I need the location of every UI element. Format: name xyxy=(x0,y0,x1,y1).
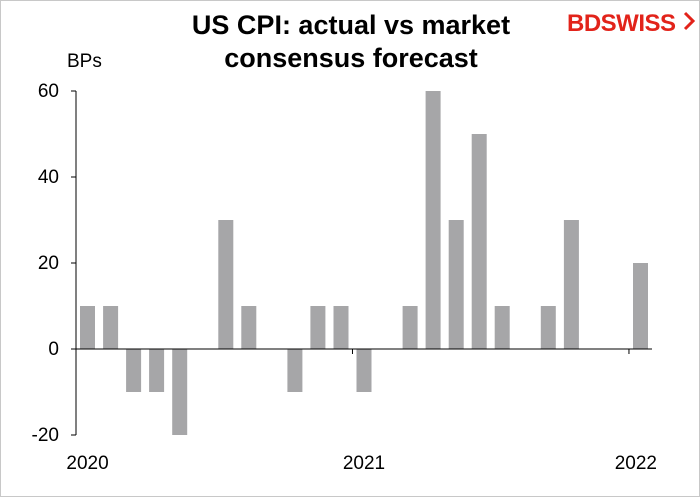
bar xyxy=(633,263,648,349)
brand-logo-text: BDSWISS xyxy=(567,10,676,37)
x-tick-label: 2022 xyxy=(615,453,657,474)
bar xyxy=(448,220,464,349)
y-tick-label: 0 xyxy=(48,339,59,360)
chevron-right-icon xyxy=(683,11,696,31)
x-tick-label: 2020 xyxy=(66,453,108,474)
bar xyxy=(103,306,119,349)
bar xyxy=(287,349,303,392)
y-tick-label: 60 xyxy=(38,81,59,102)
y-tick-label: 20 xyxy=(38,253,59,274)
brand-logo: BDSWISS xyxy=(567,10,696,37)
bar xyxy=(356,349,372,392)
bar xyxy=(540,306,556,349)
x-tick-label: 2021 xyxy=(343,453,385,474)
chart-title: US CPI: actual vs market consensus forec… xyxy=(191,10,511,73)
bar xyxy=(425,91,441,349)
bar xyxy=(471,134,487,349)
bar xyxy=(172,349,188,435)
y-tick-label: -20 xyxy=(32,425,59,446)
bar xyxy=(218,220,234,349)
bar xyxy=(80,306,95,349)
bar xyxy=(310,306,326,349)
bar xyxy=(494,306,510,349)
bar xyxy=(241,306,257,349)
bar xyxy=(402,306,418,349)
bar xyxy=(333,306,349,349)
bar xyxy=(126,349,142,392)
y-tick-label: 40 xyxy=(38,167,59,188)
y-axis-label: BPs xyxy=(67,51,102,72)
bar xyxy=(563,220,579,349)
bar xyxy=(149,349,165,392)
